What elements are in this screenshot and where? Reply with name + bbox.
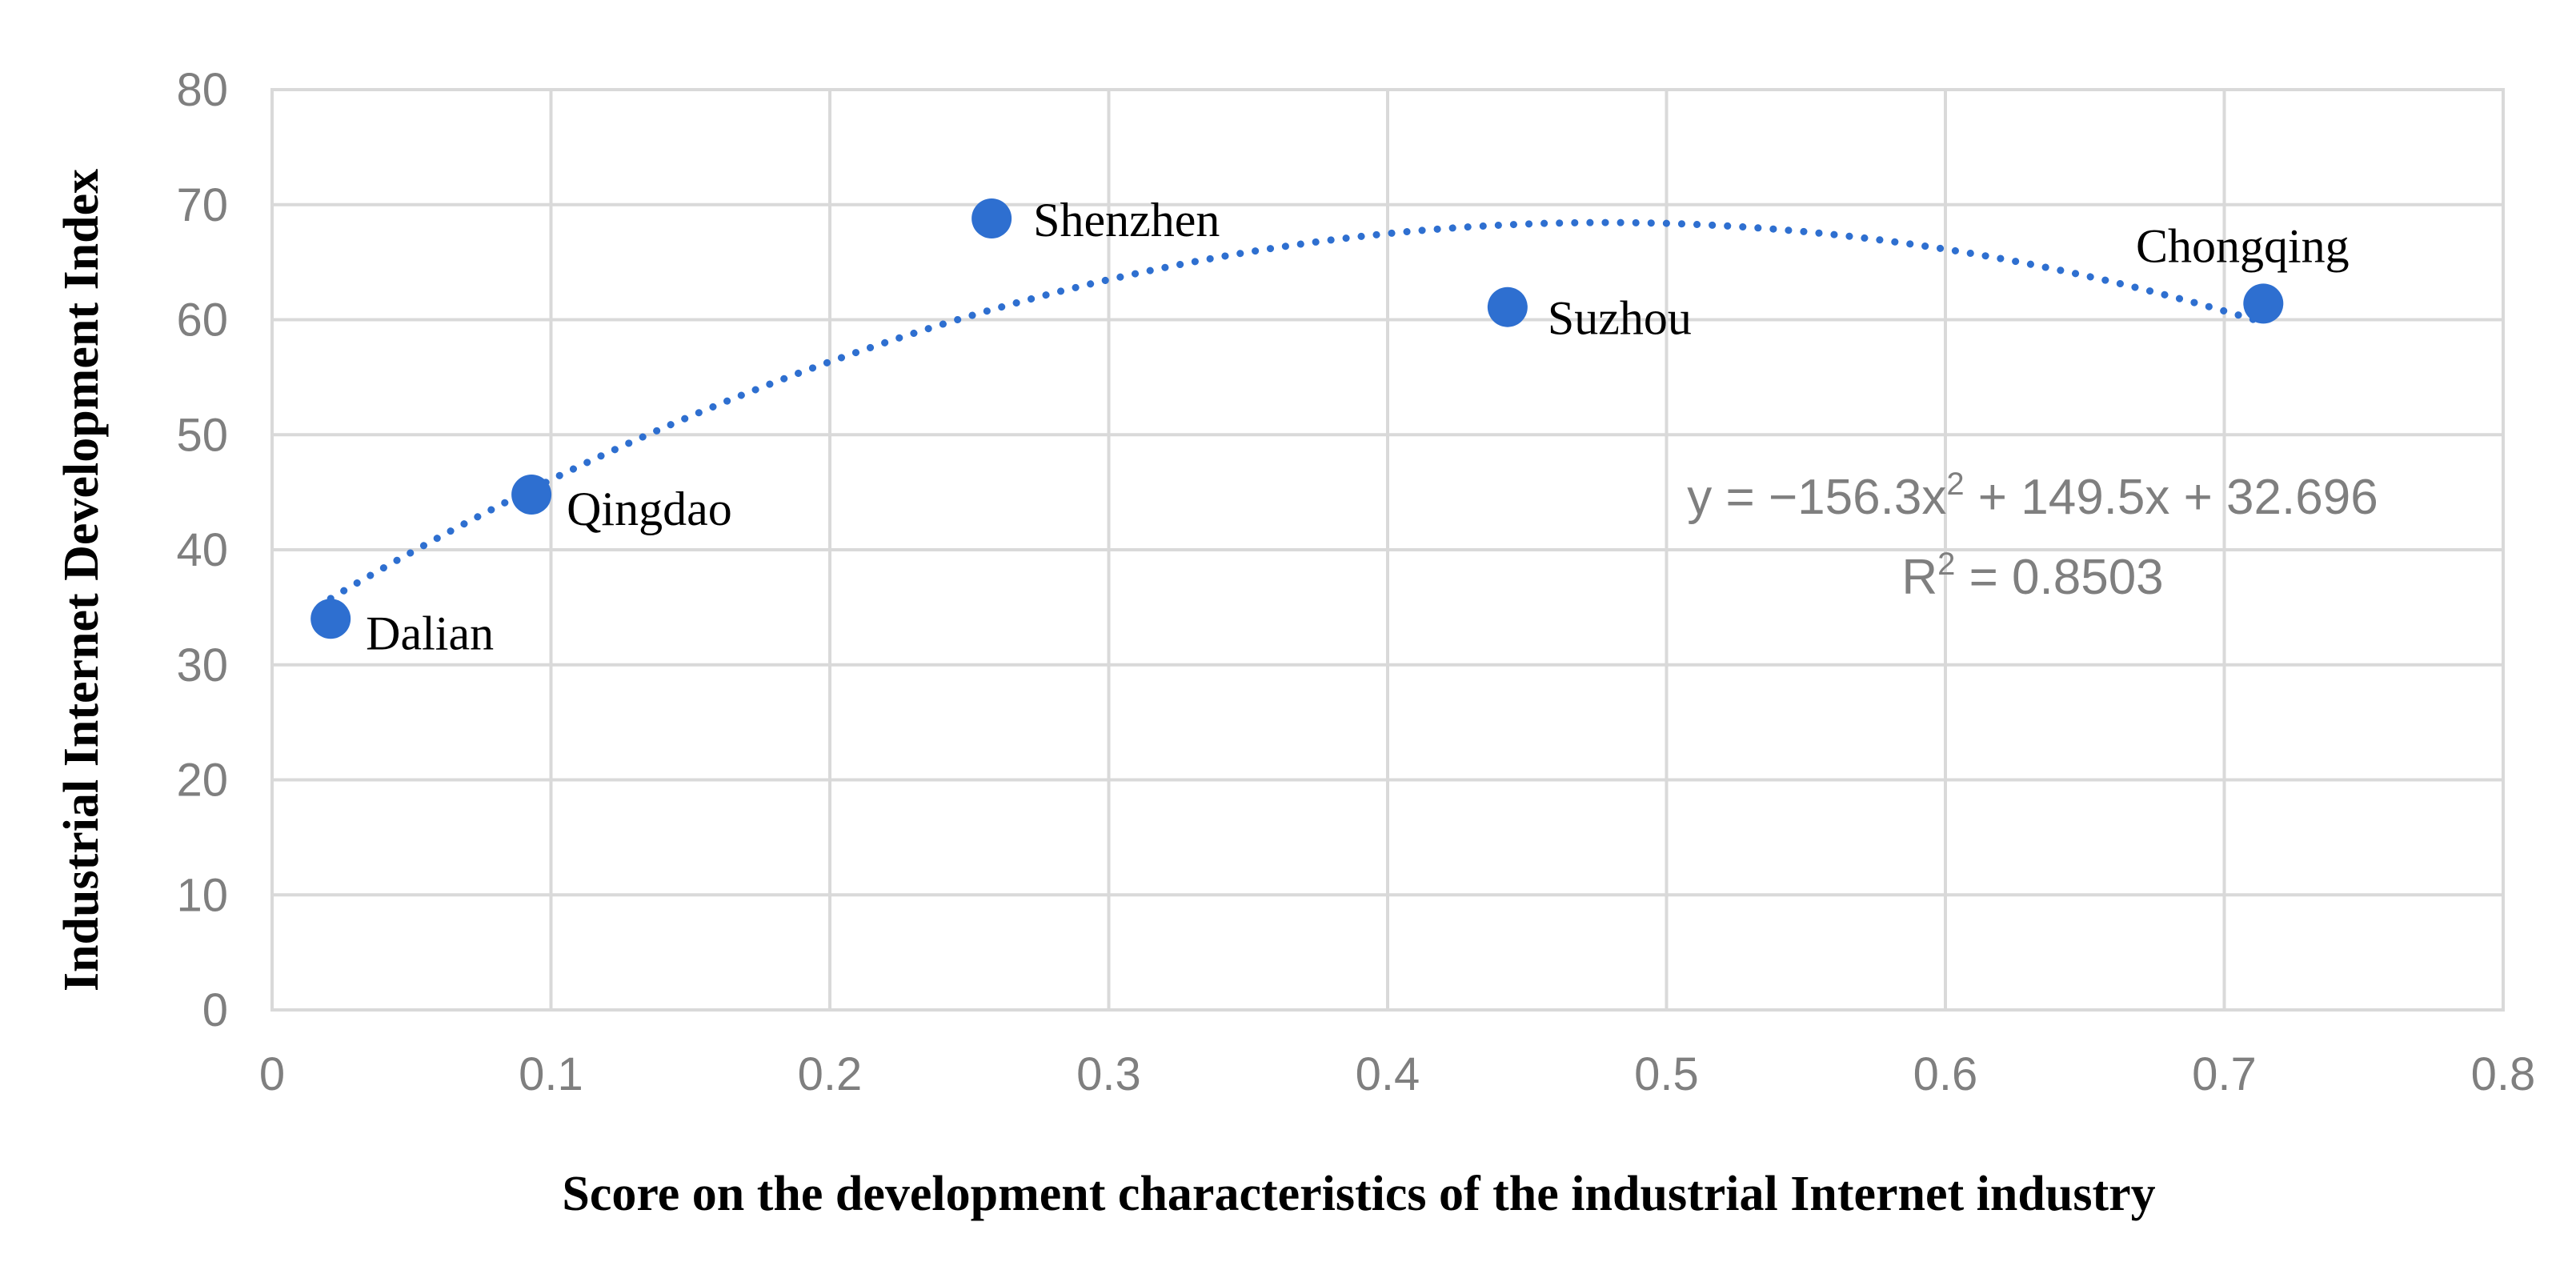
point-labels: Dalian Qingdao Shenzhen Suzhou Chongqing xyxy=(366,194,2349,659)
y-tick-label: 0 xyxy=(202,984,228,1036)
point-label-dalian: Dalian xyxy=(366,607,494,659)
y-tick-label: 20 xyxy=(176,755,228,807)
trendline xyxy=(327,218,2267,603)
data-point-shenzhen xyxy=(972,198,1012,238)
y-axis-title: Industrial Internet Development Index xyxy=(54,169,109,992)
x-tick-label: 0.5 xyxy=(1634,1048,1699,1100)
x-tick-label: 0.7 xyxy=(2192,1048,2257,1100)
y-tick-label: 70 xyxy=(176,179,228,231)
x-tick-label: 0 xyxy=(259,1048,285,1100)
point-label-qingdao: Qingdao xyxy=(567,483,732,535)
data-point-qingdao xyxy=(511,475,552,515)
plot-area-frame xyxy=(270,88,2505,1012)
y-tick-label: 10 xyxy=(176,869,228,921)
data-point-chongqing xyxy=(2243,283,2284,324)
data-point-suzhou xyxy=(1487,286,1528,327)
x-axis-title: Score on the development characteristics… xyxy=(562,1167,2155,1221)
x-axis-tick-labels: 0 0.1 0.2 0.3 0.4 0.5 0.6 0.7 0.8 xyxy=(259,1048,2535,1100)
point-label-chongqing: Chongqing xyxy=(2136,219,2350,272)
point-label-shenzhen: Shenzhen xyxy=(1033,194,1220,246)
x-tick-label: 0.6 xyxy=(1913,1048,1978,1100)
x-tick-label: 0.8 xyxy=(2471,1048,2536,1100)
x-tick-label: 0.1 xyxy=(519,1048,583,1100)
trendline-r-squared: R2 = 0.8503 xyxy=(1901,547,2163,605)
x-tick-label: 0.4 xyxy=(1356,1048,1420,1100)
y-tick-label: 50 xyxy=(176,409,228,461)
data-points xyxy=(310,198,2284,639)
y-tick-label: 60 xyxy=(176,294,228,347)
trendline-equation: y = −156.3x2 + 149.5x + 32.696 xyxy=(1687,467,2378,525)
x-tick-label: 0.3 xyxy=(1076,1048,1141,1100)
y-tick-label: 30 xyxy=(176,639,228,691)
y-tick-label: 40 xyxy=(176,524,228,576)
y-tick-label: 80 xyxy=(176,64,228,116)
point-label-suzhou: Suzhou xyxy=(1548,292,1692,345)
data-point-dalian xyxy=(310,599,351,639)
x-tick-label: 0.2 xyxy=(798,1048,863,1100)
y-axis-tick-labels: 0 10 20 30 40 50 60 70 80 xyxy=(176,64,228,1036)
